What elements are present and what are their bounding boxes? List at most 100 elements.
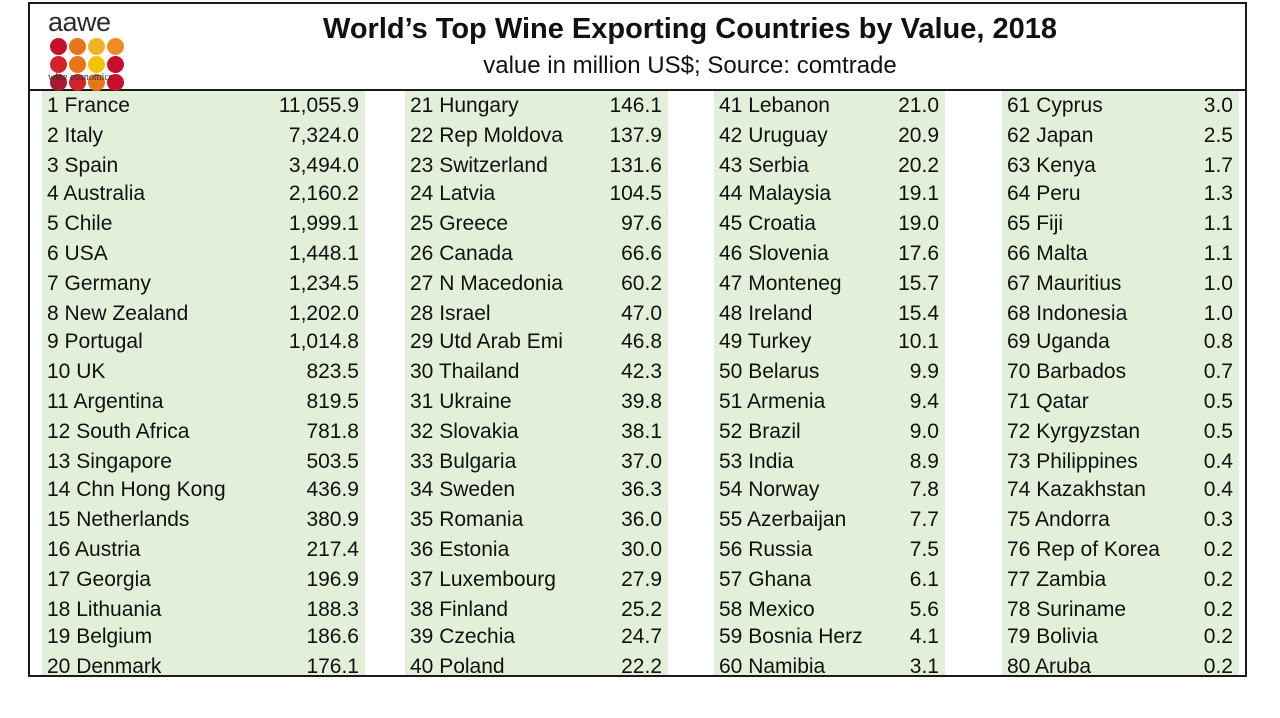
export-value: 7.7 [909,508,939,531]
country-label: 42 Uruguay [719,121,828,151]
table-column-4: 61 Cyprus 3.0 62 Japan 2.5 63 Kenya 1.7 64 Per… [1002,91,1239,678]
table-row: 63 Kenya 1.7 [1002,151,1239,181]
country-label: 72 Kyrgyzstan [1007,417,1140,447]
country-label: 12 South Africa [47,417,189,447]
country-name: India [748,450,794,473]
rank-number: 68 [1007,302,1031,325]
export-value: 1,014.8 [288,330,359,353]
table-row: 37 Luxembourg 27.9 [405,565,668,595]
logo-dot [107,74,124,91]
aawe-logo: aawe wine economics [48,7,138,91]
table-row: 62 Japan 2.5 [1002,121,1239,151]
country-label: 27 N Macedonia [410,269,563,299]
table-row: 4 Australia 2,160.2 [42,179,365,209]
country-label: 31 Ukraine [410,387,512,417]
export-value: 24.7 [621,625,662,648]
country-name: South Africa [76,420,190,443]
table-row: 8 New Zealand 1,202.0 [42,299,365,329]
country-name: Israel [439,302,491,325]
country-label: 28 Israel [410,299,491,329]
rank-number: 30 [410,360,434,383]
table-row: 35 Romania 36.0 [405,505,668,535]
country-label: 34 Sweden [410,475,515,505]
export-value: 1.7 [1203,154,1233,177]
rank-number: 16 [47,538,71,561]
table-row: 58 Mexico 5.6 [714,595,945,625]
table-row: 76 Rep of Korea 0.2 [1002,535,1239,565]
export-value: 1.1 [1203,242,1233,265]
export-value: 0.3 [1203,508,1233,531]
export-value: 823.5 [306,360,359,383]
export-value: 38.1 [621,420,662,443]
table-row: 25 Greece 97.6 [405,209,668,239]
table-row: 12 South Africa 781.8 [42,417,365,447]
country-name: Latvia [439,182,496,205]
country-name: Azerbaijan [747,508,847,531]
country-label: 6 USA [47,239,108,269]
country-name: Ghana [748,568,812,591]
country-name: USA [64,242,108,265]
country-name: Barbados [1036,360,1127,383]
table-row: 1 France 11,055.9 [42,91,365,121]
export-value: 503.5 [306,450,359,473]
rank-number: 9 [47,330,59,353]
country-label: 43 Serbia [719,151,809,181]
export-value: 66.6 [621,242,662,265]
country-name: Hungary [439,94,519,117]
rank-number: 63 [1007,154,1031,177]
country-label: 25 Greece [410,209,508,239]
table-row: 49 Turkey 10.1 [714,327,945,357]
country-label: 52 Brazil [719,417,801,447]
country-name: Spain [64,154,119,177]
country-label: 47 Monteneg [719,269,842,299]
country-label: 17 Georgia [47,565,151,595]
export-value: 1.0 [1203,302,1233,325]
rank-number: 20 [47,655,71,678]
table-row: 67 Mauritius 1.0 [1002,269,1239,299]
country-name: Switzerland [439,154,548,177]
rank-number: 38 [410,598,434,621]
logo-dot [50,74,67,91]
country-label: 67 Mauritius [1007,269,1121,299]
rank-number: 70 [1007,360,1031,383]
country-name: Peru [1036,182,1081,205]
table-row: 11 Argentina 819.5 [42,387,365,417]
country-name: Finland [439,598,509,621]
country-label: 78 Suriname [1007,595,1126,625]
table-row: 80 Aruba 0.2 [1002,652,1239,682]
table-row: 32 Slovakia 38.1 [405,417,668,447]
table-row: 57 Ghana 6.1 [714,565,945,595]
export-value: 1.1 [1203,212,1233,235]
country-label: 10 UK [47,357,105,387]
logo-dot [88,38,105,55]
country-name: UK [76,360,106,383]
rank-number: 69 [1007,330,1031,353]
export-value: 1.0 [1203,272,1233,295]
country-name: Russia [748,538,813,561]
country-label: 24 Latvia [410,179,495,209]
country-label: 53 India [719,447,794,477]
table-row: 55 Azerbaijan 7.7 [714,505,945,535]
country-label: 74 Kazakhstan [1007,475,1146,505]
rank-number: 61 [1007,94,1031,117]
country-label: 2 Italy [47,121,103,151]
table-row: 28 Israel 47.0 [405,299,668,329]
logo-dot [69,74,86,91]
table-row: 54 Norway 7.8 [714,475,945,505]
export-value: 1,202.0 [288,302,359,325]
export-value: 36.3 [621,478,662,501]
logo-wordmark: aawe [48,7,111,37]
rank-number: 47 [719,272,743,295]
table-row: 66 Malta 1.1 [1002,239,1239,269]
logo-dot [88,56,105,73]
country-label: 26 Canada [410,239,513,269]
country-name: Georgia [76,568,151,591]
country-label: 18 Lithuania [47,595,161,625]
country-name: New Zealand [64,302,189,325]
rank-number: 53 [719,450,743,473]
country-name: Philippines [1036,450,1138,473]
rank-number: 58 [719,598,743,621]
table-row: 41 Lebanon 21.0 [714,91,945,121]
rank-number: 31 [410,390,434,413]
export-value: 30.0 [621,538,662,561]
